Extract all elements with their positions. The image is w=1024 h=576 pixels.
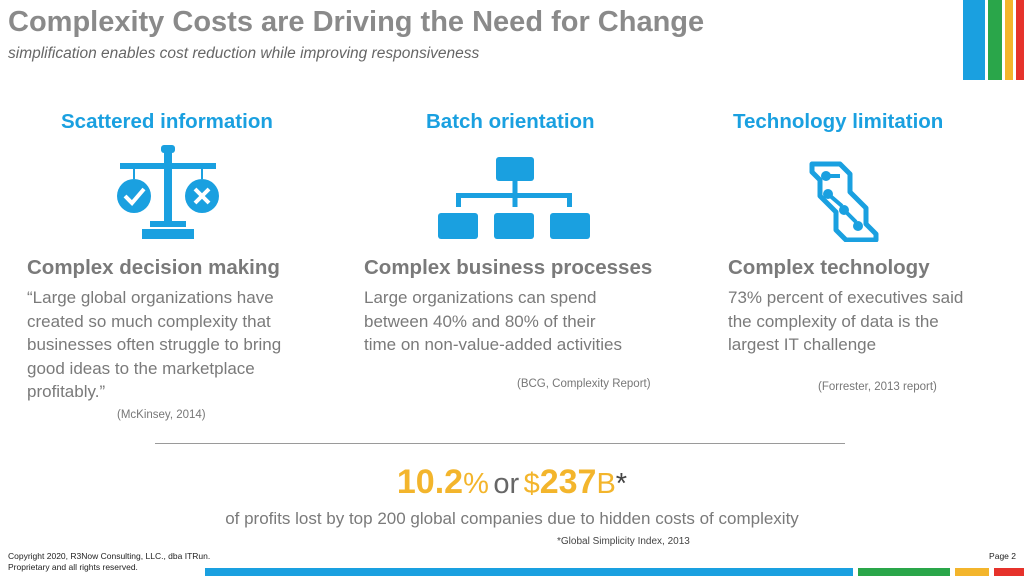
footer-bar-yellow (955, 568, 989, 576)
brand-bar-blue (963, 0, 985, 80)
copyright-notice: Copyright 2020, R3Now Consulting, LLC., … (8, 551, 210, 573)
footer-bar-green (858, 568, 950, 576)
stat-amount: 237 (539, 463, 597, 501)
stat-or: or (493, 468, 520, 500)
text-line: Large organizations can spend (364, 288, 597, 307)
column-heading-technology-limitation: Technology limitation (733, 110, 944, 133)
quote-text: “Large global organizations have created… (27, 286, 281, 404)
divider-line (155, 443, 845, 444)
text-line: between 40% and 80% of their (364, 311, 596, 331)
stat-percent-sign: % (463, 468, 489, 500)
stat-description: of profits lost by top 200 global compan… (225, 509, 799, 528)
brand-bar-red (1016, 0, 1024, 80)
text-line: profitably.” (27, 382, 106, 401)
slide-title: Complexity Costs are Driving the Need fo… (8, 6, 705, 38)
balance-scale-icon (117, 145, 219, 239)
text-line: good ideas to the marketplace (27, 358, 255, 378)
source-mckinsey: (McKinsey, 2014) (117, 409, 206, 421)
text-line: businesses often struggle to bring (27, 335, 282, 354)
stat-dollar-sign: $ (523, 468, 540, 500)
footer-bar-blue (205, 568, 853, 576)
subheading-complex-technology: Complex technology (728, 256, 930, 279)
brand-bar-green (988, 0, 1002, 80)
text-line: the complexity of data is the (728, 311, 939, 331)
text-line: time on non-value-added activities (364, 335, 622, 354)
text-line: “Large global organizations have (27, 288, 274, 307)
brand-bar-yellow (1005, 0, 1013, 80)
source-forrester: (Forrester, 2013 report) (818, 381, 937, 393)
copyright-line: Proprietary and all rights reserved. (8, 562, 138, 572)
subheading-complex-business-processes: Complex business processes (364, 256, 653, 279)
subheading-complex-decision-making: Complex decision making (27, 256, 280, 279)
profit-loss-stat: 10.2% or $237B* (0, 463, 1024, 502)
footer-bar-red (994, 568, 1024, 576)
text-line: created so much complexity that (27, 311, 271, 331)
technology-text: 73% percent of executives said the compl… (728, 286, 963, 357)
text-line: 73% percent of executives said (728, 288, 964, 307)
source-bcg: (BCG, Complexity Report) (517, 378, 651, 390)
business-processes-text: Large organizations can spend between 40… (364, 286, 622, 357)
column-heading-scattered-information: Scattered information (61, 110, 273, 133)
org-chart-icon (438, 157, 590, 239)
stat-asterisk: * (615, 468, 628, 500)
column-heading-batch-orientation: Batch orientation (426, 110, 595, 133)
slide-subtitle: simplification enables cost reduction wh… (8, 45, 480, 62)
stat-percent: 10.2 (396, 463, 464, 501)
copyright-line: Copyright 2020, R3Now Consulting, LLC., … (8, 551, 211, 561)
page-number: Page 2 (989, 551, 1016, 561)
text-line: largest IT challenge (728, 335, 877, 354)
stat-unit: B (596, 468, 616, 500)
stat-source: *Global Simplicity Index, 2013 (557, 536, 690, 547)
circuit-chip-icon (809, 161, 879, 242)
